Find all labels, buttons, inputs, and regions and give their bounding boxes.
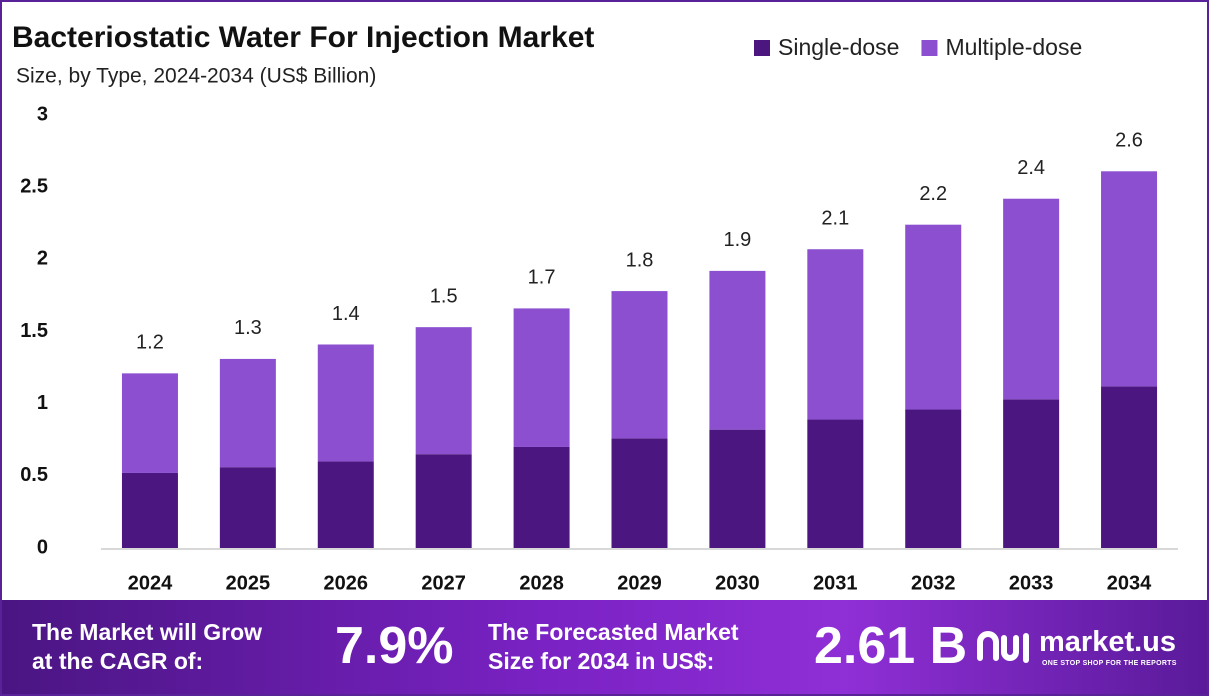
bar-segment	[807, 419, 864, 548]
bar-segment	[415, 327, 472, 455]
x-tick-label: 2029	[617, 572, 662, 594]
bar-segment	[121, 373, 178, 473]
y-tick-label: 1	[37, 392, 48, 414]
total-label: 1.7	[528, 267, 556, 289]
x-tick-label: 2032	[911, 572, 956, 594]
x-tick-label: 2025	[226, 572, 271, 594]
cagr-value: 7.9%	[335, 617, 454, 675]
cagr-text: The Market will Grow at the CAGR of:	[32, 618, 262, 676]
y-tick-label: 2	[37, 248, 48, 270]
bar-segment	[905, 224, 962, 410]
y-tick-label: 1.5	[20, 320, 48, 342]
footer: The Market will Grow at the CAGR of: 7.9%…	[2, 600, 1207, 694]
bar-segment	[317, 344, 374, 462]
x-tick-label: 2027	[421, 572, 466, 594]
bar-segment	[1101, 386, 1158, 548]
brand: market.us	[1039, 626, 1177, 658]
bar-segment	[1003, 399, 1060, 548]
forecast-text-line: Size for 2034 in US$:	[488, 648, 715, 674]
total-label: 1.2	[136, 332, 164, 354]
legend-swatch	[754, 40, 770, 56]
chart: Bacteriostatic Water For Injection Marke…	[12, 21, 1178, 594]
legend-label: Multiple-dose	[945, 34, 1082, 60]
bar-segment	[513, 308, 570, 447]
bar-segment	[219, 467, 276, 548]
legend-swatch	[921, 40, 938, 56]
bar-segment	[611, 438, 668, 548]
bar-segment	[611, 291, 668, 439]
y-tick-label: 0	[37, 536, 48, 558]
x-tick-label: 2034	[1107, 572, 1152, 594]
bar-segment	[415, 454, 472, 548]
y-tick-label: 2.5	[20, 175, 48, 197]
total-label: 2.2	[919, 183, 947, 205]
total-label: 1.3	[234, 317, 262, 339]
x-tick-label: 2030	[715, 572, 760, 594]
bar-segment	[709, 270, 766, 430]
tagline: ONE STOP SHOP FOR THE REPORTS	[1042, 660, 1177, 667]
y-tick-label: 0.5	[20, 464, 48, 486]
total-label: 1.5	[430, 285, 458, 307]
chart-subtitle: Size, by Type, 2024-2034 (US$ Billion)	[16, 65, 376, 88]
total-label: 2.1	[821, 208, 849, 230]
x-tick-label: 2026	[324, 572, 369, 594]
brand-logo	[977, 631, 1029, 663]
forecast-value: 2.61 B	[814, 617, 968, 675]
x-tick-label: 2028	[519, 572, 564, 594]
x-tick-label: 2033	[1009, 572, 1054, 594]
bar-segment	[121, 472, 178, 548]
x-tick-label: 2024	[128, 572, 173, 594]
x-tick-label: 2031	[813, 572, 858, 594]
bar-segment	[1101, 171, 1158, 387]
total-label: 2.6	[1115, 130, 1143, 152]
total-label: 1.8	[626, 249, 654, 271]
bar-segment	[219, 358, 276, 468]
bar-segment	[317, 461, 374, 548]
bar-segment	[905, 409, 962, 548]
total-label: 1.4	[332, 303, 360, 325]
legend-label: Single-dose	[778, 34, 899, 60]
bar-segment	[1003, 198, 1060, 400]
total-label: 1.9	[724, 229, 752, 251]
forecast-text-line: The Forecasted Market	[488, 619, 739, 645]
forecast-text: The Forecasted Market Size for 2034 in US…	[488, 618, 739, 676]
bar-segment	[807, 249, 864, 420]
cagr-text-line: at the CAGR of:	[32, 648, 204, 674]
bar-segment	[709, 429, 766, 548]
total-label: 2.4	[1017, 157, 1045, 179]
bar-segment	[513, 446, 570, 548]
cagr-text-line: The Market will Grow	[32, 619, 263, 645]
y-tick-label: 3	[37, 103, 48, 125]
chart-title: Bacteriostatic Water For Injection Marke…	[12, 21, 594, 54]
